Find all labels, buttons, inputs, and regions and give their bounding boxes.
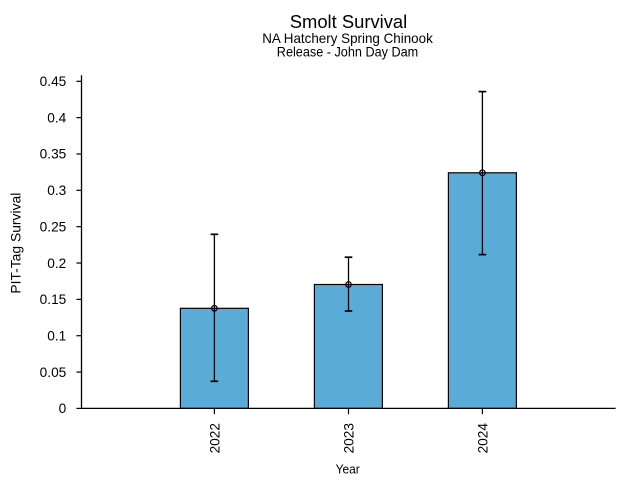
svg-text:2024: 2024 <box>475 423 490 454</box>
svg-text:0: 0 <box>59 401 67 416</box>
svg-text:2022: 2022 <box>207 423 222 453</box>
svg-text:NA Hatchery Spring Chinook: NA Hatchery Spring Chinook <box>262 30 434 46</box>
svg-text:Smolt Survival: Smolt Survival <box>290 11 408 32</box>
svg-text:0.05: 0.05 <box>40 365 67 380</box>
svg-text:0.1: 0.1 <box>47 328 66 343</box>
svg-text:0.15: 0.15 <box>40 292 67 307</box>
svg-text:Year: Year <box>336 463 360 477</box>
svg-text:0.25: 0.25 <box>40 219 67 234</box>
svg-text:PIT-Tag Survival: PIT-Tag Survival <box>8 193 23 294</box>
svg-text:0.3: 0.3 <box>47 183 66 198</box>
svg-text:0.45: 0.45 <box>40 74 67 89</box>
svg-text:0.4: 0.4 <box>47 110 66 125</box>
svg-text:Release - John Day Dam: Release - John Day Dam <box>277 43 418 59</box>
svg-text:0.2: 0.2 <box>47 256 66 271</box>
svg-text:0.35: 0.35 <box>40 147 67 162</box>
svg-text:2023: 2023 <box>342 423 357 454</box>
